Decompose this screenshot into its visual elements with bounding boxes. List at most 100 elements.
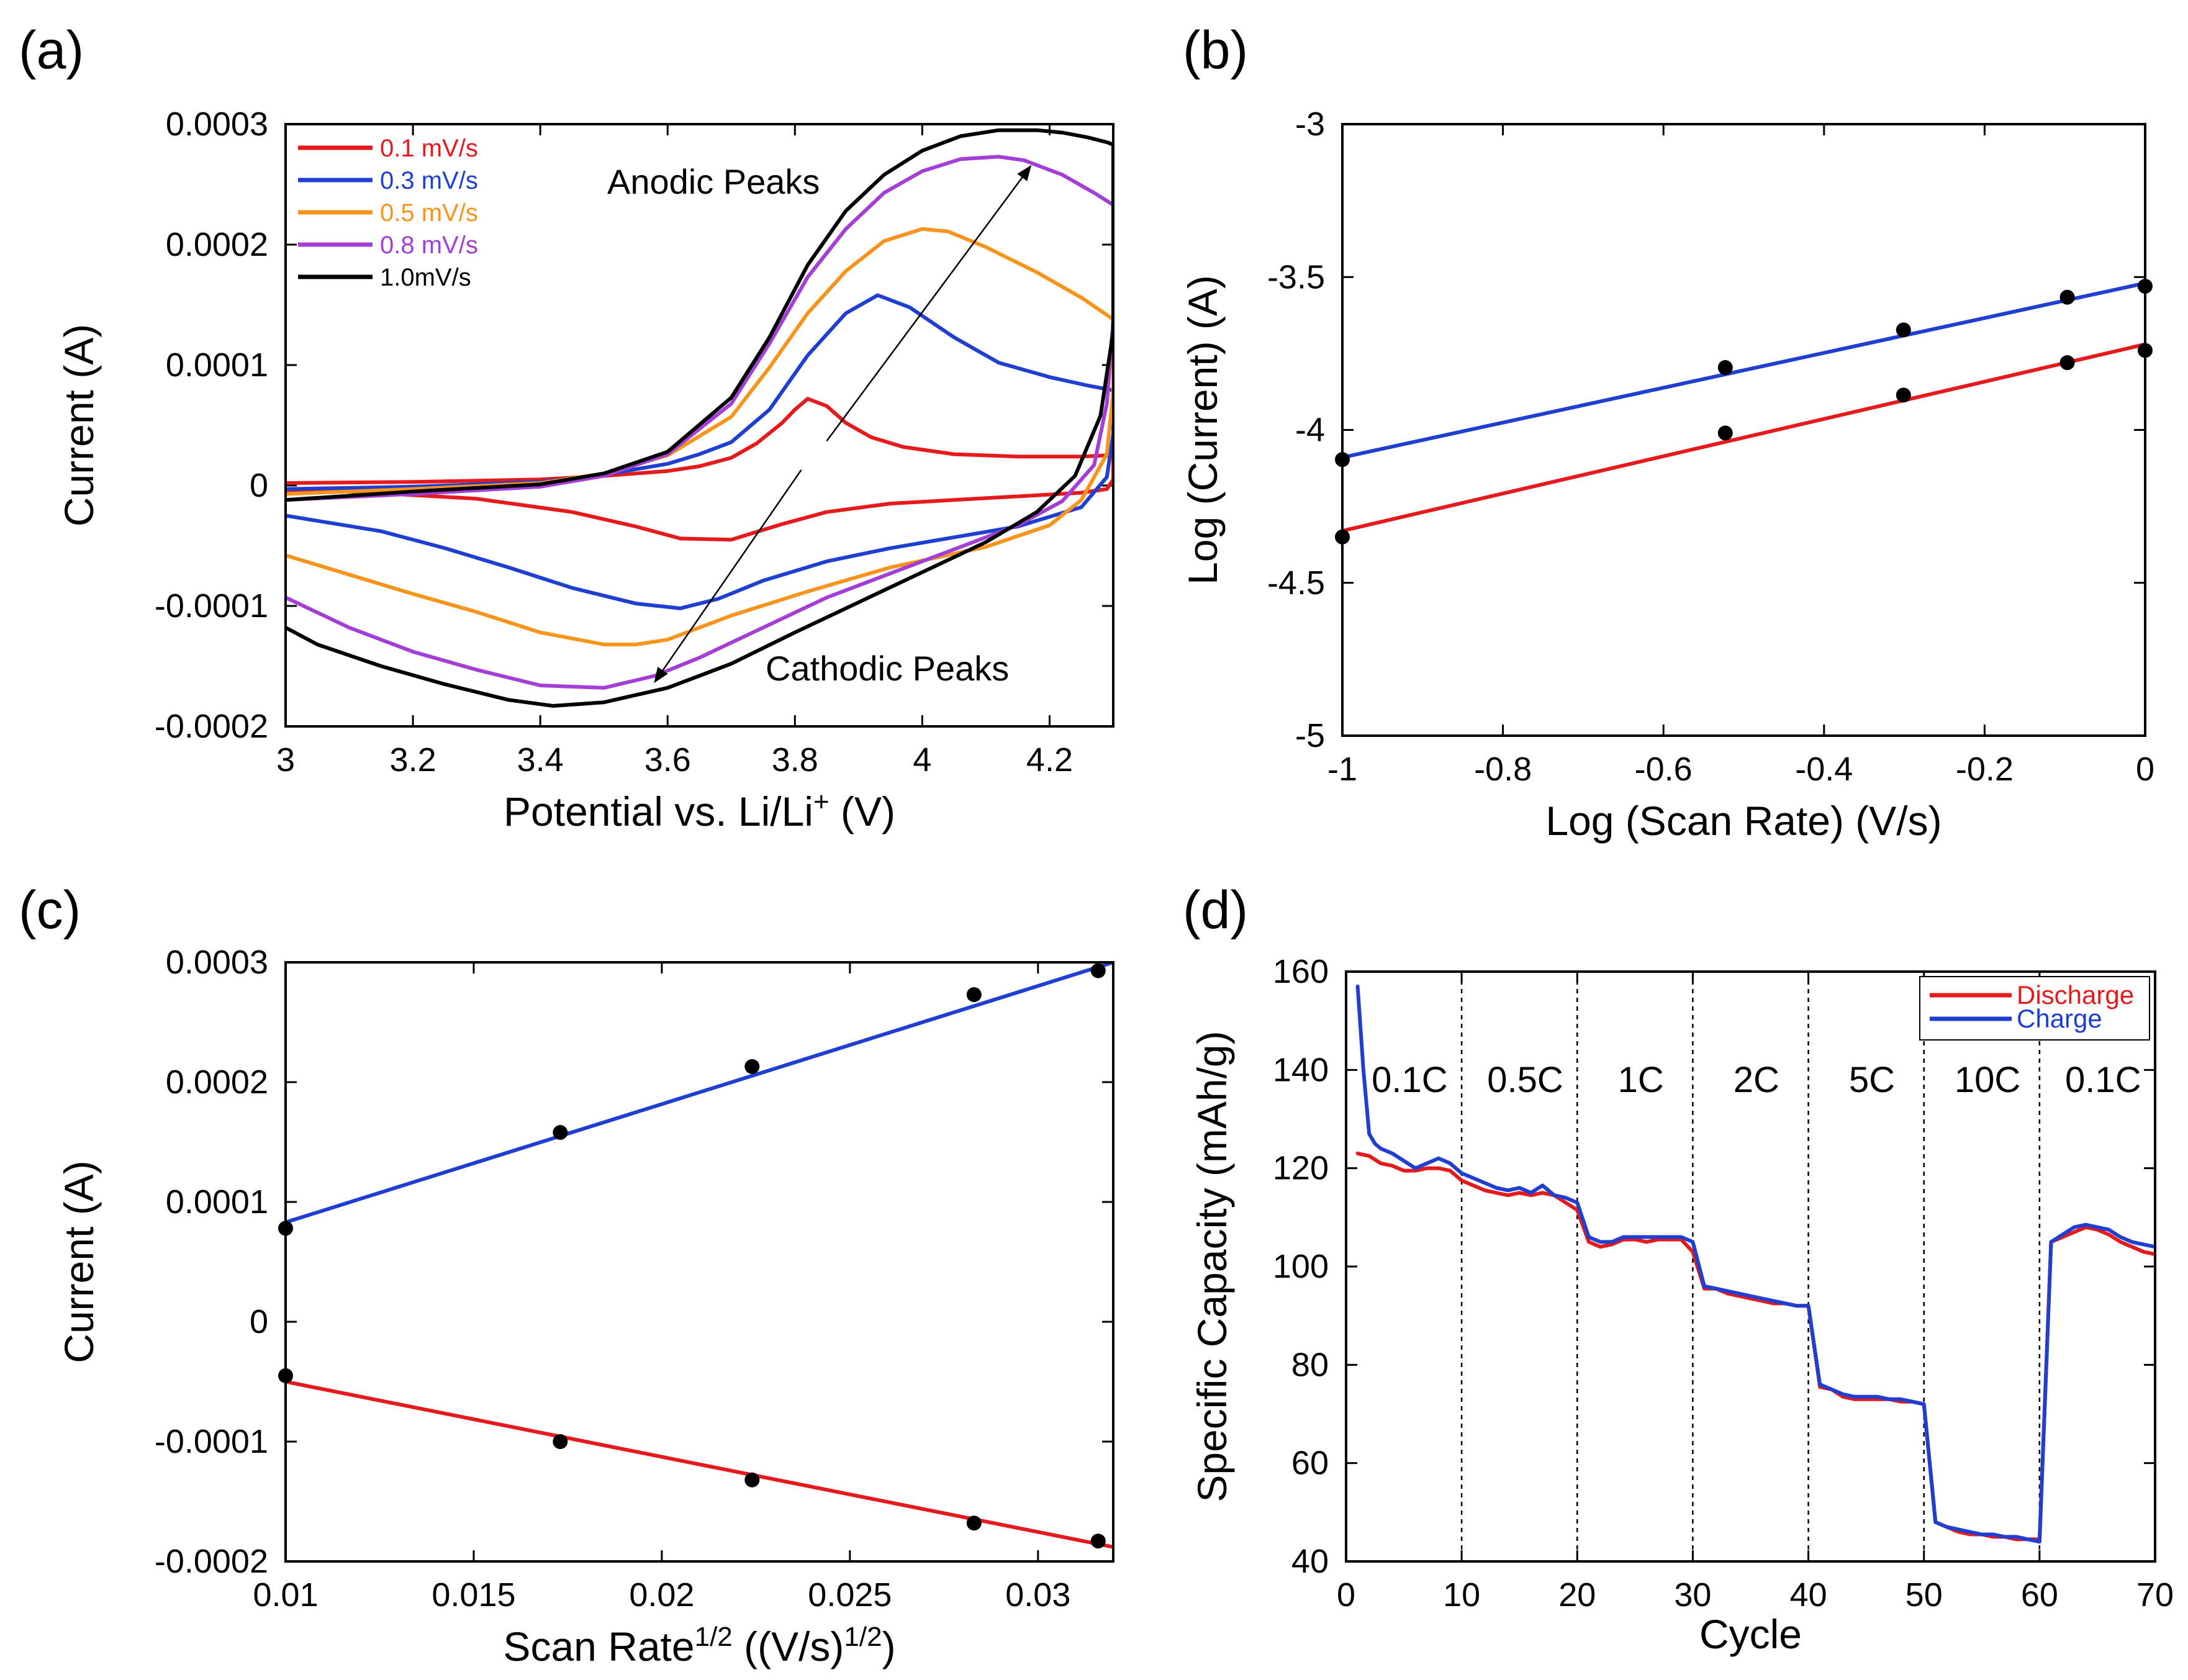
series-line-0-1-mv-s [286,397,1113,542]
x-tick-label: 0.02 [629,1576,694,1614]
y-tick-label: 100 [1273,1248,1329,1285]
y-tick-label: 120 [1273,1150,1329,1187]
y-axis-label: Current (A) [56,324,102,526]
data-point-anodic [1090,963,1106,978]
y-tick-label: 0.0002 [166,226,268,263]
rate-label: 1C [1618,1060,1664,1100]
data-point-cathodic [744,1472,760,1488]
rate-label: 0.5C [1487,1060,1563,1100]
anodic-arrow [826,165,1032,441]
x-tick-label: -1 [1327,751,1357,788]
legend-label: 1.0mV/s [380,264,471,291]
panel-label-b: (b) [1183,20,1248,80]
rate-label: 0.1C [2065,1060,2141,1100]
fit-line-anodic [286,962,1113,1224]
fit-line-cathodic [286,1380,1113,1549]
data-point-cathodic [553,1434,568,1449]
y-axis-label: Specific Capacity (mAh/g) [1189,1031,1235,1502]
x-tick-label: 3.2 [390,741,436,779]
y-tick-label: -0.0002 [155,708,268,745]
y-tick-label: 0.0001 [166,346,268,384]
data-point-cathodic [1896,387,1911,403]
x-tick-label: 40 [1790,1576,1827,1614]
x-axis-label: Potential vs. Li/Li+ (V) [504,787,895,835]
y-tick-label: -3.5 [1267,258,1325,296]
y-tick-label: 0 [250,467,268,504]
rate-label: 5C [1849,1060,1895,1100]
x-tick-label: 3.4 [517,741,564,779]
rate-label: 2C [1734,1060,1779,1100]
y-tick-label: 0.0002 [166,1064,268,1101]
panel-d: (d) 0 10 20 30 40 50 60 70 40 60 80 100 120 140 160 Cycl… [1183,880,2174,1657]
x-tick-label: 0.025 [808,1576,892,1614]
series-line-1-0mv-s [286,128,1113,708]
x-tick-label: 20 [1558,1576,1596,1614]
x-tick-label: -0.8 [1474,751,1532,788]
x-axis-label: Log (Scan Rate) (V/s) [1545,798,1942,844]
y-tick-label: -3 [1295,106,1325,143]
x-tick-label: 4 [913,741,931,779]
series-line-0-3-mv-s [286,293,1113,610]
panel-label-c: (c) [19,880,81,940]
x-tick-label: 60 [2021,1576,2058,1614]
y-tick-label: 60 [1291,1445,1329,1482]
plot-frame [1341,123,2146,737]
annotation-anodic: Anodic Peaks [607,162,820,201]
plot-area-a [286,128,1113,708]
plot-area-c [286,962,1113,1549]
legend-label: 0.1 mV/s [380,135,478,162]
fit-line-cathodic [1342,342,2145,533]
plot-frame [284,961,1114,1563]
y-tick-label: -4 [1295,412,1325,449]
annotation-cathodic: Cathodic Peaks [766,649,1009,688]
legend-label: 0.3 mV/s [380,167,478,194]
series-line-0-8-mv-s [286,155,1113,690]
legend-label: 0.5 mV/s [380,199,478,227]
legend-label: Charge [2017,1004,2102,1033]
x-tick-label: 10 [1443,1576,1480,1614]
legend-label: Discharge [2017,980,2134,1009]
y-tick-label: 0.0003 [166,944,268,981]
panel-a: (a) 3 3.2 3.4 3.6 3.8 4 4.2 -0.0002 -0.0001 0 0.000… [19,20,1114,835]
panel-label-a: (a) [19,20,84,80]
x-tick-label: 30 [1674,1576,1711,1614]
series-line-charge [1355,984,2155,1544]
x-tick-label: -0.2 [1956,751,2014,788]
fit-line-anodic [1342,281,2145,459]
x-tick-label: -0.6 [1635,751,1693,788]
y-tick-label: 40 [1291,1543,1329,1580]
panel-c: (c) 0.01 0.015 0.02 0.025 0.03 -0.0002 -0.0001 0… [19,880,1114,1670]
data-point-anodic [966,987,982,1003]
y-tick-label: -5 [1295,717,1325,754]
rate-label: 0.1C [1372,1060,1448,1100]
y-tick-label: -0.0001 [155,587,268,625]
x-tick-label: -0.4 [1795,751,1853,788]
rate-label: 10C [1955,1060,2020,1100]
y-tick-label: 0.0003 [166,106,268,143]
data-point-anodic [1896,322,1911,338]
x-tick-label: 3 [276,741,295,779]
data-point-cathodic [966,1515,982,1531]
x-tick-label: 50 [1905,1576,1943,1614]
plot-area-d [1355,972,2155,1561]
data-point-cathodic [1090,1533,1106,1549]
y-axis-label: Log (Current) (A) [1180,275,1226,585]
plot-area-b [1342,281,2145,533]
y-tick-label: -4.5 [1267,564,1325,602]
y-tick-label: 0 [250,1303,268,1340]
y-tick-label: 80 [1291,1346,1329,1383]
x-tick-label: 0.015 [432,1576,515,1614]
x-tick-label: 0.03 [1005,1576,1070,1614]
x-tick-label: 4.2 [1026,741,1073,779]
legend-box [1919,976,2150,1041]
y-axis-label: Current (A) [56,1160,102,1363]
x-axis-label: Scan Rate1/2 ((V/s)1/2) [503,1622,895,1670]
series-line-discharge [1355,1151,2155,1542]
data-point-anodic [1717,360,1733,376]
cathodic-arrow [654,469,802,684]
data-point-anodic [553,1125,568,1140]
data-point-anodic [744,1059,760,1074]
series-line-0-5-mv-s [286,227,1113,647]
data-point-cathodic [2059,355,2075,371]
